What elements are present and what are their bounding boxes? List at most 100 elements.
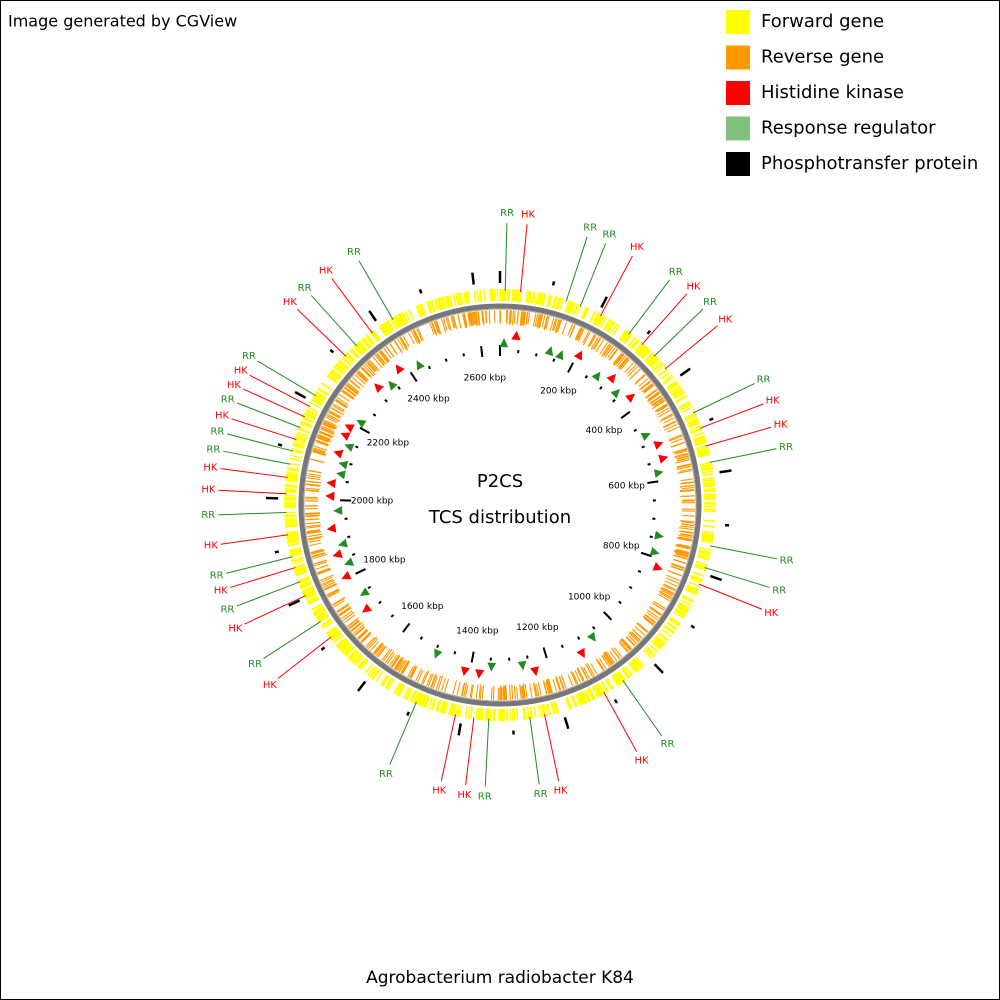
forward-gene: [452, 293, 457, 307]
reverse-gene: [344, 614, 356, 624]
forward-gene: [333, 634, 344, 644]
reverse-gene: [643, 614, 656, 624]
reverse-gene: [618, 640, 630, 652]
forward-gene: [473, 290, 477, 303]
forward-gene: [556, 297, 562, 310]
reverse-gene: [603, 651, 614, 665]
callout-label: RR: [298, 283, 312, 294]
tcs-marker: [337, 538, 348, 548]
forward-gene: [404, 310, 411, 323]
reverse-gene: [378, 351, 389, 364]
forward-gene: [356, 657, 367, 668]
reverse-gene: [375, 645, 385, 657]
callout-label: RR: [780, 556, 794, 567]
backbone: [298, 303, 702, 707]
reverse-gene: [376, 353, 385, 364]
reverse-gene: [310, 458, 325, 463]
reverse-gene: [542, 680, 548, 695]
reverse-gene: [345, 384, 359, 395]
forward-gene: [305, 409, 317, 417]
forward-gene: [629, 661, 638, 673]
reverse-gene: [317, 435, 330, 441]
reverse-gene: [315, 564, 329, 570]
reverse-gene: [648, 391, 660, 400]
forward-gene: [581, 691, 588, 704]
reverse-gene: [323, 422, 337, 430]
reverse-gene: [326, 588, 339, 596]
reverse-gene: [479, 686, 483, 700]
reverse-gene: [320, 576, 333, 583]
callout-line: [230, 567, 296, 588]
forward-gene: [435, 699, 441, 712]
reverse-gene: [555, 676, 562, 691]
tcs-marker: [591, 371, 601, 382]
reverse-gene: [430, 674, 436, 688]
reverse-gene: [559, 676, 565, 690]
forward-gene: [511, 289, 514, 302]
reverse-gene: [386, 346, 395, 358]
forward-gene: [702, 477, 715, 481]
reverse-gene: [357, 629, 368, 639]
forward-gene: [593, 312, 601, 325]
reverse-gene: [611, 647, 621, 660]
forward-gene: [465, 291, 469, 304]
forward-gene: [289, 548, 302, 554]
callout-line: [704, 567, 770, 588]
forward-gene: [457, 292, 462, 306]
reverse-gene: [372, 356, 383, 369]
reverse-gene: [431, 322, 437, 336]
forward-gene: [337, 638, 348, 649]
forward-gene: [627, 336, 637, 347]
forward-gene: [481, 708, 485, 721]
forward-gene: [529, 706, 533, 719]
forward-gene: [342, 356, 352, 366]
tcs-marker: [658, 454, 669, 464]
reverse-gene: [661, 413, 673, 421]
reverse-gene: [462, 313, 467, 329]
tcs-marker: [653, 469, 664, 478]
reverse-gene: [354, 626, 365, 636]
inner-tick: [436, 644, 440, 649]
forward-gene: [692, 435, 705, 441]
forward-gene: [299, 422, 312, 429]
reverse-gene: [467, 312, 471, 327]
inner-tick: [584, 375, 588, 379]
reverse-gene: [561, 321, 568, 335]
reverse-gene: [370, 641, 379, 652]
forward-gene: [303, 588, 315, 596]
inner-tick: [384, 398, 388, 403]
outer-tick: [277, 443, 283, 447]
forward-gene: [508, 289, 511, 302]
forward-gene: [702, 479, 715, 483]
reverse-gene: [368, 360, 378, 371]
forward-gene: [695, 444, 708, 450]
forward-gene: [703, 488, 716, 492]
forward-gene: [554, 701, 560, 714]
forward-gene: [284, 490, 297, 494]
tcs-marker: [555, 350, 564, 361]
forward-gene: [299, 581, 312, 588]
reverse-gene: [316, 436, 329, 443]
forward-gene: [542, 704, 547, 717]
tcs-marker: [460, 666, 471, 677]
reverse-gene: [618, 358, 629, 370]
forward-gene: [701, 536, 714, 541]
reverse-gene: [318, 431, 333, 439]
forward-gene: [394, 315, 402, 327]
forward-gene: [288, 547, 301, 552]
forward-gene: [698, 550, 711, 555]
forward-gene: [601, 681, 609, 693]
forward-gene: [420, 303, 426, 316]
callout-line: [263, 621, 321, 660]
reverse-gene: [431, 674, 438, 688]
reverse-gene: [538, 314, 543, 328]
callout-line: [218, 511, 287, 516]
forward-gene: [322, 621, 334, 630]
forward-gene: [566, 697, 573, 710]
reverse-gene: [435, 675, 442, 690]
forward-gene: [450, 703, 456, 716]
forward-gene: [291, 448, 304, 454]
reverse-gene: [394, 657, 403, 670]
forward-gene: [291, 557, 304, 563]
forward-gene: [664, 624, 675, 634]
